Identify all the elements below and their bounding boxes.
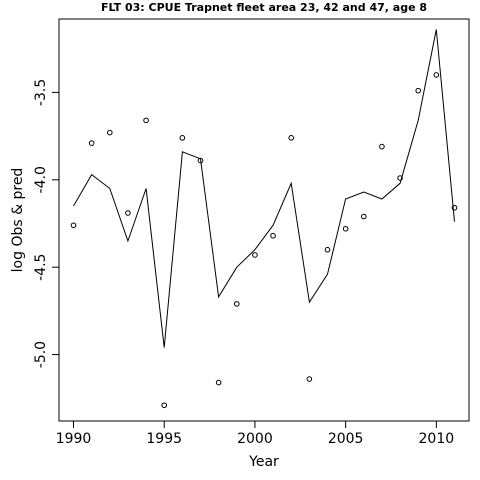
predicted-line (73, 29, 455, 348)
y-axis: -3.5 -4.0 -4.5 -5.0 (33, 79, 59, 368)
x-tick-label: 2010 (419, 431, 455, 447)
y-tick-label: -4.0 (33, 166, 49, 193)
plot-frame (58, 18, 470, 422)
observed-point (161, 402, 168, 409)
x-tick-label: 1995 (146, 431, 182, 447)
observed-point (415, 87, 422, 94)
observed-point (125, 210, 131, 216)
x-tick-label: 1990 (56, 431, 92, 447)
observed-point (215, 379, 222, 386)
y-tick-label: -5.0 (33, 341, 49, 368)
observed-point (342, 225, 349, 232)
observed-point (143, 117, 149, 124)
y-axis-label: log Obs & pred (10, 168, 26, 273)
y-tick-label: -3.5 (33, 79, 49, 106)
observed-point (252, 252, 258, 258)
observed-point (306, 376, 313, 382)
observed-point (360, 213, 367, 220)
observed-point (106, 129, 113, 136)
observed-point (397, 175, 403, 181)
observed-point (88, 140, 95, 146)
observed-point (451, 204, 458, 211)
chart-title: FLT 03: CPUE Trapnet fleet area 23, 42 a… (101, 1, 427, 14)
observed-point (70, 222, 77, 229)
observed-point (379, 143, 385, 150)
observed-point (324, 246, 331, 253)
x-tick-label: 2000 (237, 431, 273, 447)
series-layer (70, 29, 458, 409)
x-axis: 1990 1995 2000 2005 2010 (56, 421, 454, 447)
observed-point (433, 72, 440, 78)
observed-point (270, 232, 276, 239)
observed-point (233, 301, 240, 307)
x-axis-label: Year (248, 454, 279, 470)
y-tick-label: -4.5 (33, 254, 49, 281)
x-tick-label: 2005 (328, 431, 364, 447)
observed-point (179, 135, 186, 141)
observed-point (288, 135, 295, 141)
